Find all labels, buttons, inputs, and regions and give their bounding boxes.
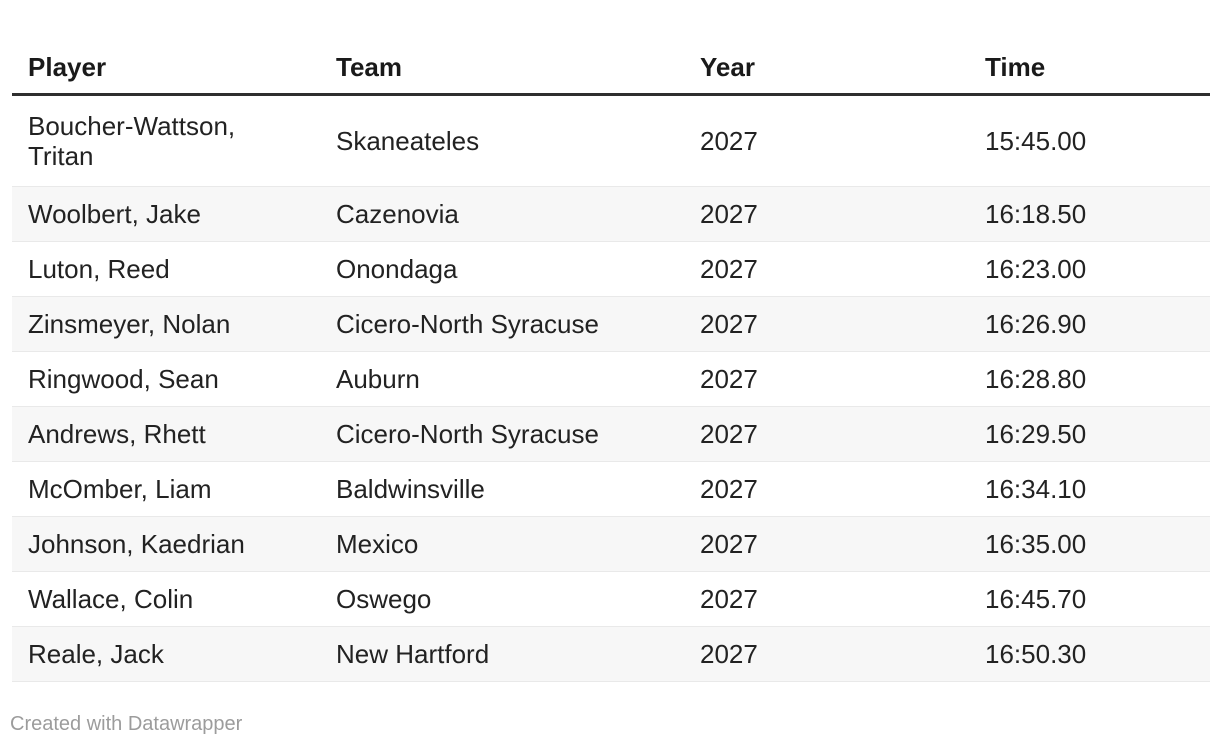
cell-year: 2027 (684, 406, 969, 462)
cell-year: 2027 (684, 461, 969, 517)
cell-time: 16:28.80 (969, 351, 1210, 407)
cell-year: 2027 (684, 296, 969, 352)
cell-year: 2027 (684, 516, 969, 572)
cell-year: 2027 (684, 351, 969, 407)
cell-year: 2027 (684, 571, 969, 627)
table-body: Boucher-Wattson, Tritan Skaneateles 2027 15… (12, 94, 1210, 682)
cell-team: Auburn (320, 351, 684, 407)
table-row: Wallace, Colin Oswego 2027 16:45.70 (12, 571, 1210, 627)
table-row: Luton, Reed Onondaga 2027 16:23.00 (12, 241, 1210, 297)
cell-team: Baldwinsville (320, 461, 684, 517)
cell-team: Onondaga (320, 241, 684, 297)
cell-player: Wallace, Colin (12, 571, 320, 627)
cell-player: Boucher-Wattson, Tritan (12, 94, 320, 187)
cell-team: Cicero-North Syracuse (320, 406, 684, 462)
results-table: Player Team Year Time Boucher-Wattson, T… (12, 40, 1210, 682)
cell-team: Skaneateles (320, 94, 684, 187)
cell-year: 2027 (684, 186, 969, 242)
table-header: Player Team Year Time (12, 40, 1210, 96)
cell-time: 16:34.10 (969, 461, 1210, 517)
cell-player: Andrews, Rhett (12, 406, 320, 462)
cell-time: 16:29.50 (969, 406, 1210, 462)
cell-team: Cazenovia (320, 186, 684, 242)
cell-player: Johnson, Kaedrian (12, 516, 320, 572)
cell-player: Woolbert, Jake (12, 186, 320, 242)
datawrapper-table-container: Player Team Year Time Boucher-Wattson, T… (12, 40, 1210, 682)
table-row: Boucher-Wattson, Tritan Skaneateles 2027 15… (12, 94, 1210, 187)
table-row: Woolbert, Jake Cazenovia 2027 16:18.50 (12, 186, 1210, 242)
datawrapper-attribution-link[interactable]: Created with Datawrapper (10, 713, 243, 735)
cell-team: Cicero-North Syracuse (320, 296, 684, 352)
cell-time: 16:50.30 (969, 626, 1210, 682)
cell-time: 15:45.00 (969, 94, 1210, 187)
cell-player: Luton, Reed (12, 241, 320, 297)
table-header-row: Player Team Year Time (12, 40, 1210, 96)
table-row: Zinsmeyer, Nolan Cicero-North Syracuse 202… (12, 296, 1210, 352)
cell-time: 16:45.70 (969, 571, 1210, 627)
cell-player: Zinsmeyer, Nolan (12, 296, 320, 352)
cell-year: 2027 (684, 241, 969, 297)
col-header-team: Team (320, 40, 684, 96)
cell-player: McOmber, Liam (12, 461, 320, 517)
cell-time: 16:18.50 (969, 186, 1210, 242)
cell-team: New Hartford (320, 626, 684, 682)
cell-team: Oswego (320, 571, 684, 627)
cell-time: 16:23.00 (969, 241, 1210, 297)
col-header-player: Player (12, 40, 320, 96)
table-row: Reale, Jack New Hartford 2027 16:50.30 (12, 626, 1210, 682)
cell-player: Ringwood, Sean (12, 351, 320, 407)
cell-time: 16:35.00 (969, 516, 1210, 572)
col-header-time: Time (969, 40, 1210, 96)
table-row: Johnson, Kaedrian Mexico 2027 16:35.00 (12, 516, 1210, 572)
cell-team: Mexico (320, 516, 684, 572)
col-header-year: Year (684, 40, 969, 96)
cell-year: 2027 (684, 94, 969, 187)
table-row: Ringwood, Sean Auburn 2027 16:28.80 (12, 351, 1210, 407)
cell-time: 16:26.90 (969, 296, 1210, 352)
cell-year: 2027 (684, 626, 969, 682)
table-row: McOmber, Liam Baldwinsville 2027 16:34.10 (12, 461, 1210, 517)
cell-player: Reale, Jack (12, 626, 320, 682)
table-row: Andrews, Rhett Cicero-North Syracuse 2027 1… (12, 406, 1210, 462)
